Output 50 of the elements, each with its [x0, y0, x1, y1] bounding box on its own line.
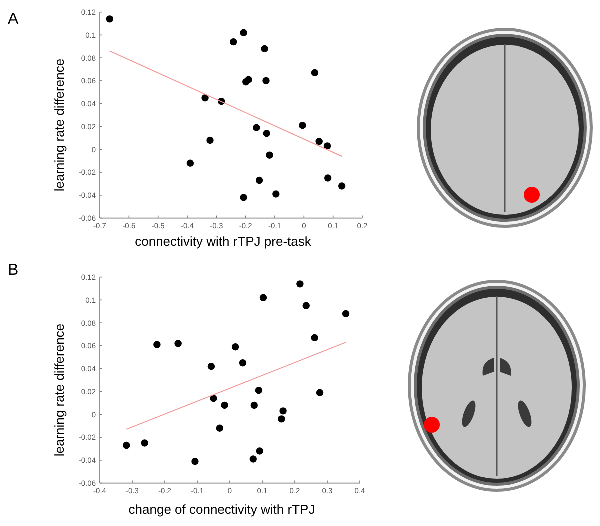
point — [311, 334, 318, 342]
chart-title: A — [8, 11, 19, 28]
point — [230, 38, 238, 46]
point — [240, 29, 248, 36]
point — [311, 69, 319, 77]
x-axis-title: change of connectivity with rTPJ — [128, 502, 316, 517]
point — [256, 448, 264, 455]
x-axis-title: connectivity with rTPJ pre-task — [135, 234, 312, 249]
point — [342, 310, 350, 318]
point — [266, 152, 274, 159]
point — [232, 344, 240, 351]
point — [250, 402, 258, 410]
point — [272, 190, 280, 198]
point — [299, 122, 306, 130]
chart-title: B — [8, 262, 19, 279]
point — [263, 130, 270, 138]
point — [106, 16, 114, 23]
point — [240, 194, 248, 202]
point — [250, 456, 257, 463]
point — [123, 442, 130, 450]
point — [174, 340, 182, 348]
point — [239, 360, 247, 367]
point — [262, 77, 270, 85]
point — [206, 136, 214, 144]
point — [216, 424, 224, 432]
point — [192, 458, 199, 466]
y-axis-title: learning rate difference — [52, 324, 67, 457]
point — [260, 294, 268, 302]
point — [202, 94, 209, 102]
point — [255, 387, 263, 394]
point — [338, 182, 346, 190]
point — [253, 124, 260, 132]
y-axis-title: learning rate difference — [52, 58, 67, 192]
point — [324, 174, 332, 182]
point — [280, 408, 287, 415]
point — [316, 138, 323, 146]
point — [278, 416, 286, 423]
point — [245, 76, 252, 84]
point — [141, 440, 148, 447]
point — [324, 142, 332, 150]
point — [186, 160, 194, 167]
point — [210, 395, 218, 402]
point — [261, 45, 268, 53]
point — [296, 280, 304, 288]
point — [208, 362, 216, 370]
point — [256, 176, 264, 184]
point — [302, 302, 310, 310]
point — [221, 402, 228, 410]
point — [154, 341, 161, 348]
point — [316, 389, 324, 396]
